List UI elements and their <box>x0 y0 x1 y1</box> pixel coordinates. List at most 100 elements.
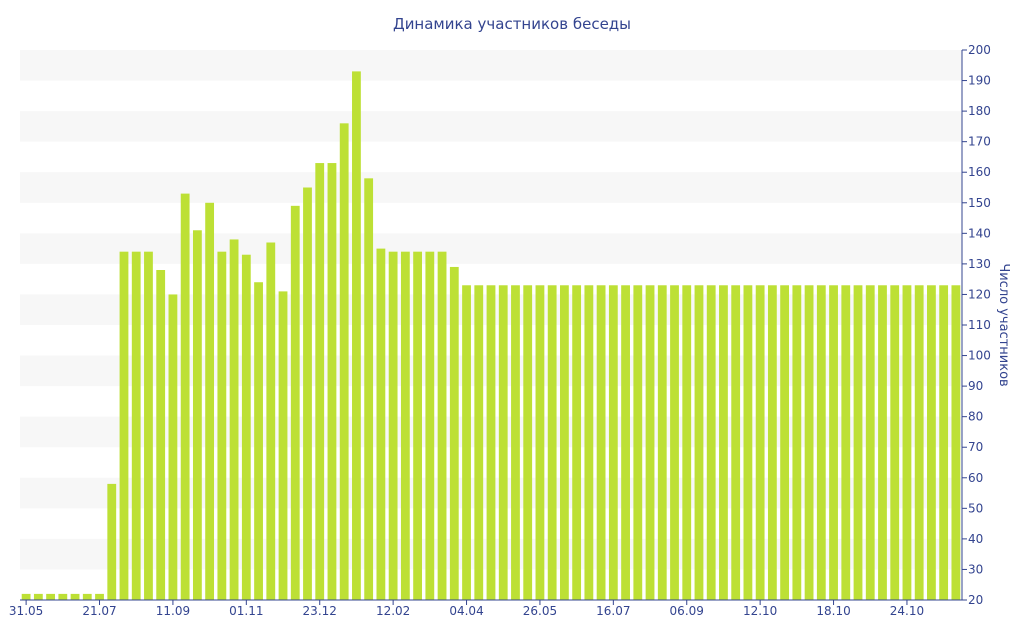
bar <box>804 285 814 600</box>
y-tick-label: 140 <box>968 226 991 240</box>
grid-band <box>20 50 962 81</box>
bar <box>486 285 496 600</box>
bar <box>241 254 251 600</box>
bar <box>939 285 949 600</box>
y-tick-label: 80 <box>968 410 983 424</box>
bar <box>254 282 263 600</box>
bar <box>168 294 178 600</box>
y-axis-title: Число участников <box>996 263 1011 386</box>
bar <box>352 71 361 600</box>
bar <box>621 285 630 600</box>
bar <box>951 285 961 600</box>
x-tick-label: 06.09 <box>670 604 704 618</box>
bar <box>364 178 374 601</box>
bar <box>107 483 117 600</box>
bar <box>229 239 239 600</box>
bar <box>596 285 606 600</box>
bar <box>719 285 728 600</box>
bar <box>706 285 716 600</box>
bar <box>217 251 227 600</box>
bar <box>131 251 141 600</box>
bar <box>853 285 863 600</box>
bar <box>572 285 582 600</box>
bar <box>584 285 594 600</box>
bar <box>731 285 741 600</box>
bar <box>829 285 838 600</box>
bar <box>339 123 349 600</box>
bar <box>694 285 704 600</box>
y-tick-label: 60 <box>968 471 983 485</box>
y-tick-label: 190 <box>968 74 991 88</box>
bar <box>290 205 300 601</box>
bar <box>927 285 936 600</box>
bar <box>437 251 447 600</box>
y-tick-label: 110 <box>968 318 991 332</box>
y-tick-label: 200 <box>968 43 991 57</box>
x-tick-label: 11.09 <box>156 604 190 618</box>
bar <box>119 251 129 600</box>
y-tick-label: 170 <box>968 135 991 149</box>
bar <box>474 285 484 600</box>
bar <box>400 251 410 600</box>
bar <box>278 291 288 600</box>
bar <box>608 285 618 600</box>
x-tick-label: 21.07 <box>82 604 116 618</box>
bar <box>315 163 325 601</box>
bar <box>449 266 459 600</box>
bar <box>156 270 166 600</box>
bar <box>58 593 68 600</box>
grid-band <box>20 172 962 203</box>
bar <box>767 285 777 600</box>
bar <box>192 230 202 600</box>
bar <box>780 285 790 600</box>
bar <box>841 285 851 600</box>
bar <box>878 285 887 600</box>
y-tick-label: 70 <box>968 440 983 454</box>
bar <box>792 285 802 600</box>
bar <box>535 285 545 600</box>
bar <box>914 285 924 600</box>
x-axis: 31.05 21.07 11.09 01.11 23.12 12.02 04.04 26.05… <box>9 599 962 618</box>
bar <box>755 285 765 600</box>
x-tick-label: 12.02 <box>376 604 410 618</box>
y-axis: 20 30 40 50 60 70 80 90 100 110 120 130 140 150 160 170… <box>961 43 991 607</box>
bar <box>633 285 643 600</box>
x-tick-label: 16.07 <box>596 604 630 618</box>
bar <box>144 251 153 600</box>
y-tick-label: 160 <box>968 165 991 179</box>
bar <box>645 285 655 600</box>
bar <box>462 285 471 600</box>
bar <box>547 285 557 600</box>
bar <box>266 242 276 600</box>
chart-title: Динамика участников беседы <box>393 15 631 33</box>
bar <box>46 593 55 600</box>
x-tick-label: 23.12 <box>303 604 337 618</box>
bar <box>559 285 569 600</box>
bar <box>816 285 826 600</box>
y-tick-label: 20 <box>968 593 983 607</box>
x-tick-label: 31.05 <box>9 604 43 618</box>
bar <box>523 285 533 600</box>
bar <box>682 285 692 600</box>
bar <box>205 202 215 600</box>
x-tick-label: 26.05 <box>523 604 557 618</box>
bar <box>21 593 31 600</box>
bar <box>70 593 80 600</box>
bar <box>890 285 900 600</box>
y-tick-label: 150 <box>968 196 991 210</box>
y-tick-label: 180 <box>968 104 991 118</box>
y-tick-label: 120 <box>968 287 991 301</box>
y-tick-label: 90 <box>968 379 983 393</box>
y-tick-label: 30 <box>968 562 983 576</box>
bar <box>511 285 520 600</box>
bar <box>95 593 104 600</box>
bar <box>498 285 508 600</box>
y-tick-label: 50 <box>968 501 983 515</box>
bar <box>657 285 667 600</box>
grid-band <box>20 111 962 142</box>
x-tick-label: 01.11 <box>229 604 263 618</box>
bars <box>21 71 961 601</box>
x-tick-label: 24.10 <box>890 604 924 618</box>
bar <box>327 163 337 601</box>
